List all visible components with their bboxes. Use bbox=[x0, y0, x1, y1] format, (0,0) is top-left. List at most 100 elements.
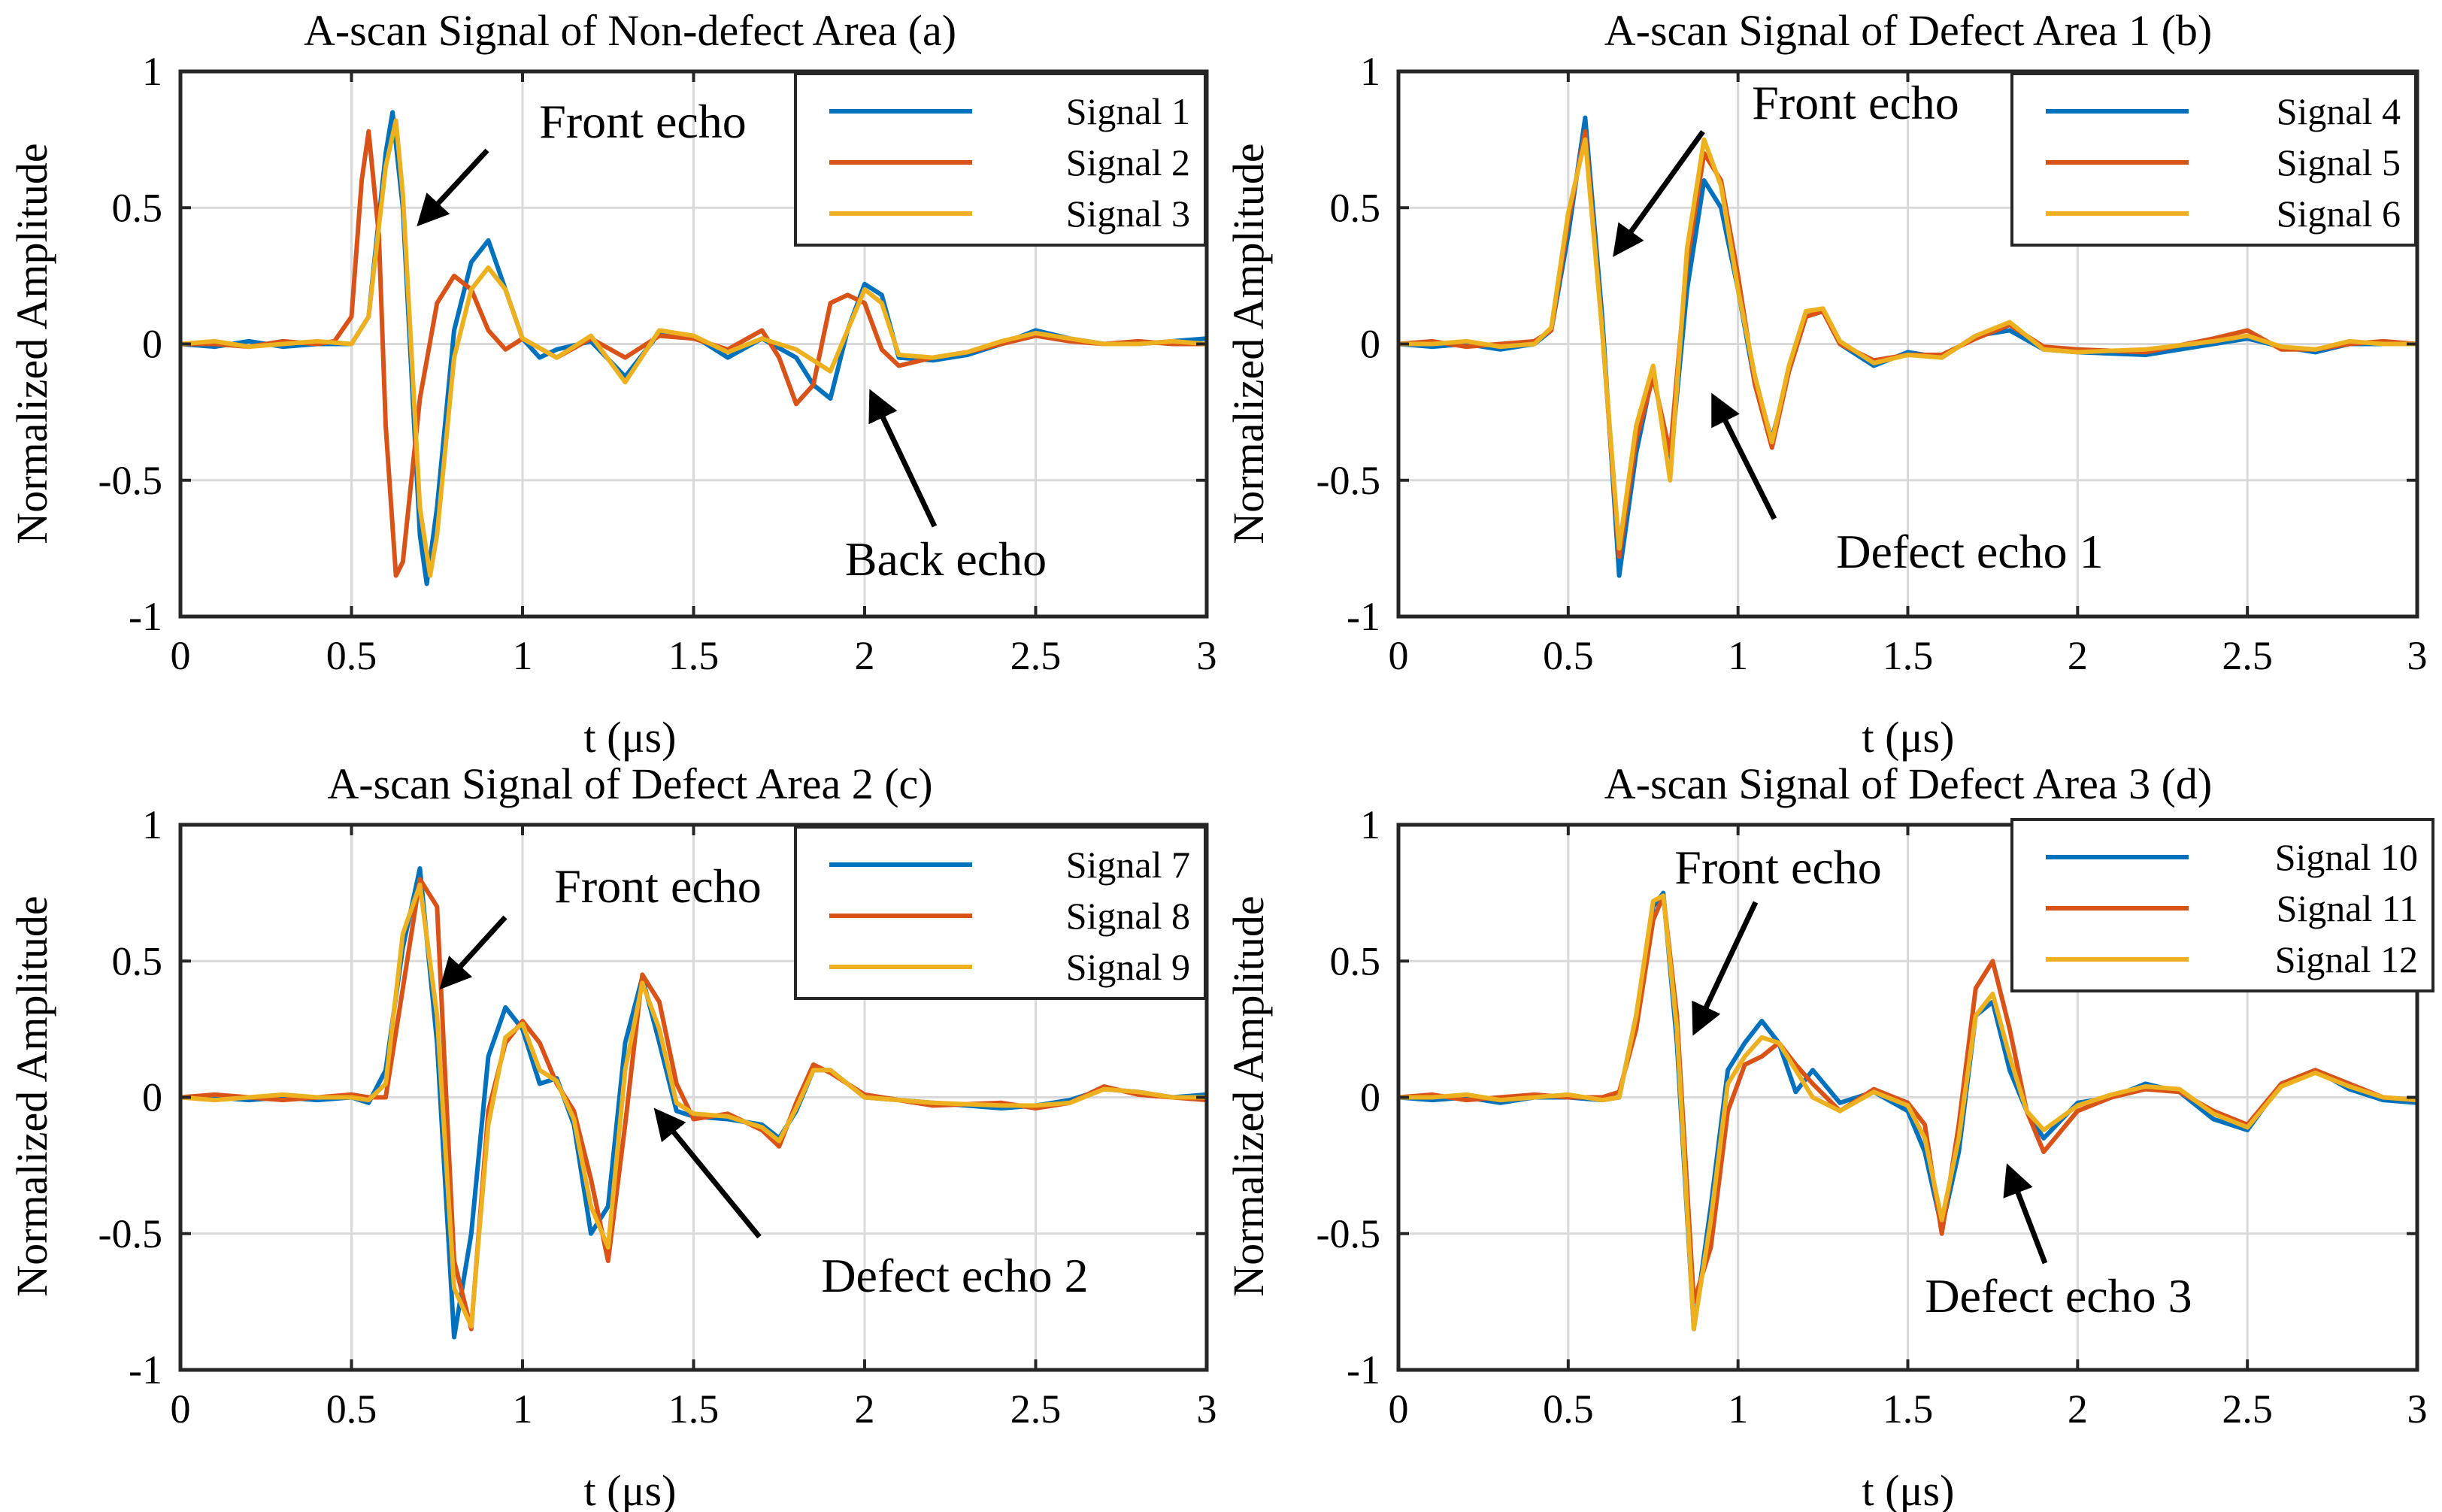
y-axis-label: Normalized Amplitude bbox=[8, 895, 56, 1296]
x-tick-label: 2 bbox=[855, 1386, 875, 1432]
annotation-defect-echo-2: Defect echo 2 bbox=[821, 1249, 1088, 1302]
arrow-back-echo bbox=[868, 389, 938, 528]
x-tick-label: 2 bbox=[855, 633, 875, 678]
y-tick-label: 0 bbox=[1360, 322, 1380, 367]
arrow-front-echo bbox=[417, 148, 489, 227]
arrow-defect-echo-3 bbox=[2003, 1163, 2048, 1265]
x-ticks: 0 0.5 1 1.5 2 2.5 3 bbox=[171, 825, 1217, 1432]
panel-title: A-scan Signal of Non-defect Area (a) bbox=[304, 6, 956, 55]
x-tick-label: 1 bbox=[513, 633, 533, 678]
y-ticks: -1 -0.5 0 0.5 1 bbox=[1316, 49, 2417, 639]
x-axis-label: t (μs) bbox=[584, 1466, 677, 1512]
y-tick-label: 1 bbox=[142, 49, 162, 94]
annotation-front-echo: Front echo bbox=[1752, 76, 1959, 129]
y-ticks: -1 -0.5 0 0.5 1 bbox=[98, 802, 1207, 1392]
series-lines bbox=[180, 866, 1207, 1340]
series-lines bbox=[180, 110, 1207, 586]
legend-box bbox=[2010, 818, 2434, 992]
panel-b: A-scan Signal of Defect Area 1 (b) t (μs… bbox=[1224, 6, 2428, 762]
y-tick-label: -0.5 bbox=[1316, 458, 1380, 503]
x-tick-label: 1 bbox=[1728, 1386, 1748, 1432]
x-tick-label: 3 bbox=[1197, 1386, 1217, 1432]
y-axis-label: Normalized Amplitude bbox=[1224, 143, 1273, 544]
x-ticks: 0 0.5 1 1.5 2 2.5 3 bbox=[171, 71, 1217, 678]
legend-label-1: Signal 10 bbox=[2275, 836, 2418, 878]
legend: Signal 10 Signal 11 Signal 12 bbox=[2010, 818, 2434, 992]
x-tick-label: 2.5 bbox=[2222, 633, 2273, 678]
y-ticks: -1 -0.5 0 0.5 1 bbox=[98, 49, 1207, 639]
y-tick-label: -1 bbox=[129, 1347, 162, 1392]
y-ticks: -1 -0.5 0 0.5 1 bbox=[1316, 802, 2417, 1392]
legend-label-2: Signal 5 bbox=[2277, 141, 2401, 183]
arrow-defect-echo-2 bbox=[653, 1107, 762, 1239]
series-line-3 bbox=[1398, 893, 2418, 1332]
x-tick-label: 1 bbox=[513, 1386, 533, 1432]
x-tick-label: 2 bbox=[2068, 1386, 2088, 1432]
arrow-front-echo bbox=[439, 915, 507, 990]
x-tick-label: 0 bbox=[171, 1386, 191, 1432]
legend-label-3: Signal 3 bbox=[1066, 192, 1190, 235]
x-tick-label: 0.5 bbox=[326, 633, 377, 678]
legend-label-1: Signal 1 bbox=[1066, 90, 1190, 132]
x-tick-label: 0 bbox=[1389, 633, 1409, 678]
legend-box bbox=[794, 72, 1207, 247]
legend-label-1: Signal 4 bbox=[2277, 90, 2401, 132]
series-lines bbox=[1398, 115, 2418, 578]
series-line-3 bbox=[180, 118, 1207, 578]
x-tick-label: 1 bbox=[1728, 633, 1748, 678]
x-tick-label: 3 bbox=[2407, 633, 2428, 678]
y-tick-label: -0.5 bbox=[1316, 1211, 1380, 1256]
legend-box bbox=[2010, 72, 2417, 247]
x-tick-label: 1.5 bbox=[1883, 1386, 1934, 1432]
y-tick-label: 0.5 bbox=[1330, 938, 1381, 983]
legend-box bbox=[794, 826, 1207, 1000]
y-tick-label: 0 bbox=[1360, 1075, 1380, 1120]
x-tick-label: 1.5 bbox=[1883, 633, 1934, 678]
x-tick-label: 3 bbox=[2407, 1386, 2428, 1432]
annotation-defect-echo-1: Defect echo 1 bbox=[1836, 525, 2103, 578]
x-tick-label: 3 bbox=[1197, 633, 1217, 678]
panel-title: A-scan Signal of Defect Area 3 (d) bbox=[1604, 759, 2212, 808]
annotation-front-echo: Front echo bbox=[539, 95, 747, 148]
y-tick-label: 1 bbox=[1360, 802, 1380, 847]
y-tick-label: 0.5 bbox=[1330, 185, 1381, 230]
series-line-3 bbox=[180, 882, 1207, 1329]
annotation-defect-echo-3: Defect echo 3 bbox=[1925, 1269, 2192, 1323]
x-tick-label: 1.5 bbox=[668, 1386, 720, 1432]
y-tick-label: 0.5 bbox=[112, 185, 163, 230]
annotation-back-echo: Back echo bbox=[845, 532, 1047, 586]
series-lines bbox=[1398, 890, 2418, 1332]
panel-title: A-scan Signal of Defect Area 1 (b) bbox=[1604, 6, 2212, 55]
y-tick-label: -1 bbox=[1347, 1347, 1380, 1392]
legend-label-3: Signal 9 bbox=[1066, 946, 1190, 988]
y-tick-label: 1 bbox=[1360, 49, 1380, 94]
x-tick-label: 0.5 bbox=[1543, 633, 1594, 678]
x-axis-label: t (μs) bbox=[1862, 713, 1955, 762]
x-tick-label: 0.5 bbox=[326, 1386, 377, 1432]
y-axis-label: Normalized Amplitude bbox=[8, 143, 56, 544]
x-ticks: 0 0.5 1 1.5 2 2.5 3 bbox=[1389, 825, 2428, 1432]
x-tick-label: 0.5 bbox=[1543, 1386, 1594, 1432]
legend-label-2: Signal 11 bbox=[2277, 887, 2418, 929]
y-tick-label: -0.5 bbox=[98, 1211, 162, 1256]
y-tick-label: 0.5 bbox=[112, 938, 163, 983]
y-tick-label: 0 bbox=[142, 1075, 162, 1120]
y-tick-label: -1 bbox=[1347, 594, 1380, 639]
panel-a: A-scan Signal of Non-defect Area (a) t (… bbox=[8, 6, 1217, 762]
panel-d: A-scan Signal of Defect Area 3 (d) t (μs… bbox=[1224, 759, 2434, 1512]
legend-label-3: Signal 6 bbox=[2277, 192, 2401, 235]
y-tick-label: -0.5 bbox=[98, 458, 162, 503]
y-tick-label: -1 bbox=[129, 594, 162, 639]
series-line-3 bbox=[1398, 137, 2417, 551]
x-tick-label: 2 bbox=[2068, 633, 2088, 678]
arrow-front-echo bbox=[1613, 129, 1705, 257]
panel-title: A-scan Signal of Defect Area 2 (c) bbox=[327, 759, 932, 808]
y-tick-label: 1 bbox=[142, 802, 162, 847]
x-axis-label: t (μs) bbox=[584, 713, 677, 762]
legend: Signal 1 Signal 2 Signal 3 bbox=[794, 72, 1207, 247]
x-tick-label: 2.5 bbox=[2222, 1386, 2273, 1432]
x-tick-label: 2.5 bbox=[1010, 1386, 1062, 1432]
annotation-front-echo: Front echo bbox=[554, 859, 762, 913]
x-tick-label: 0 bbox=[1389, 1386, 1409, 1432]
